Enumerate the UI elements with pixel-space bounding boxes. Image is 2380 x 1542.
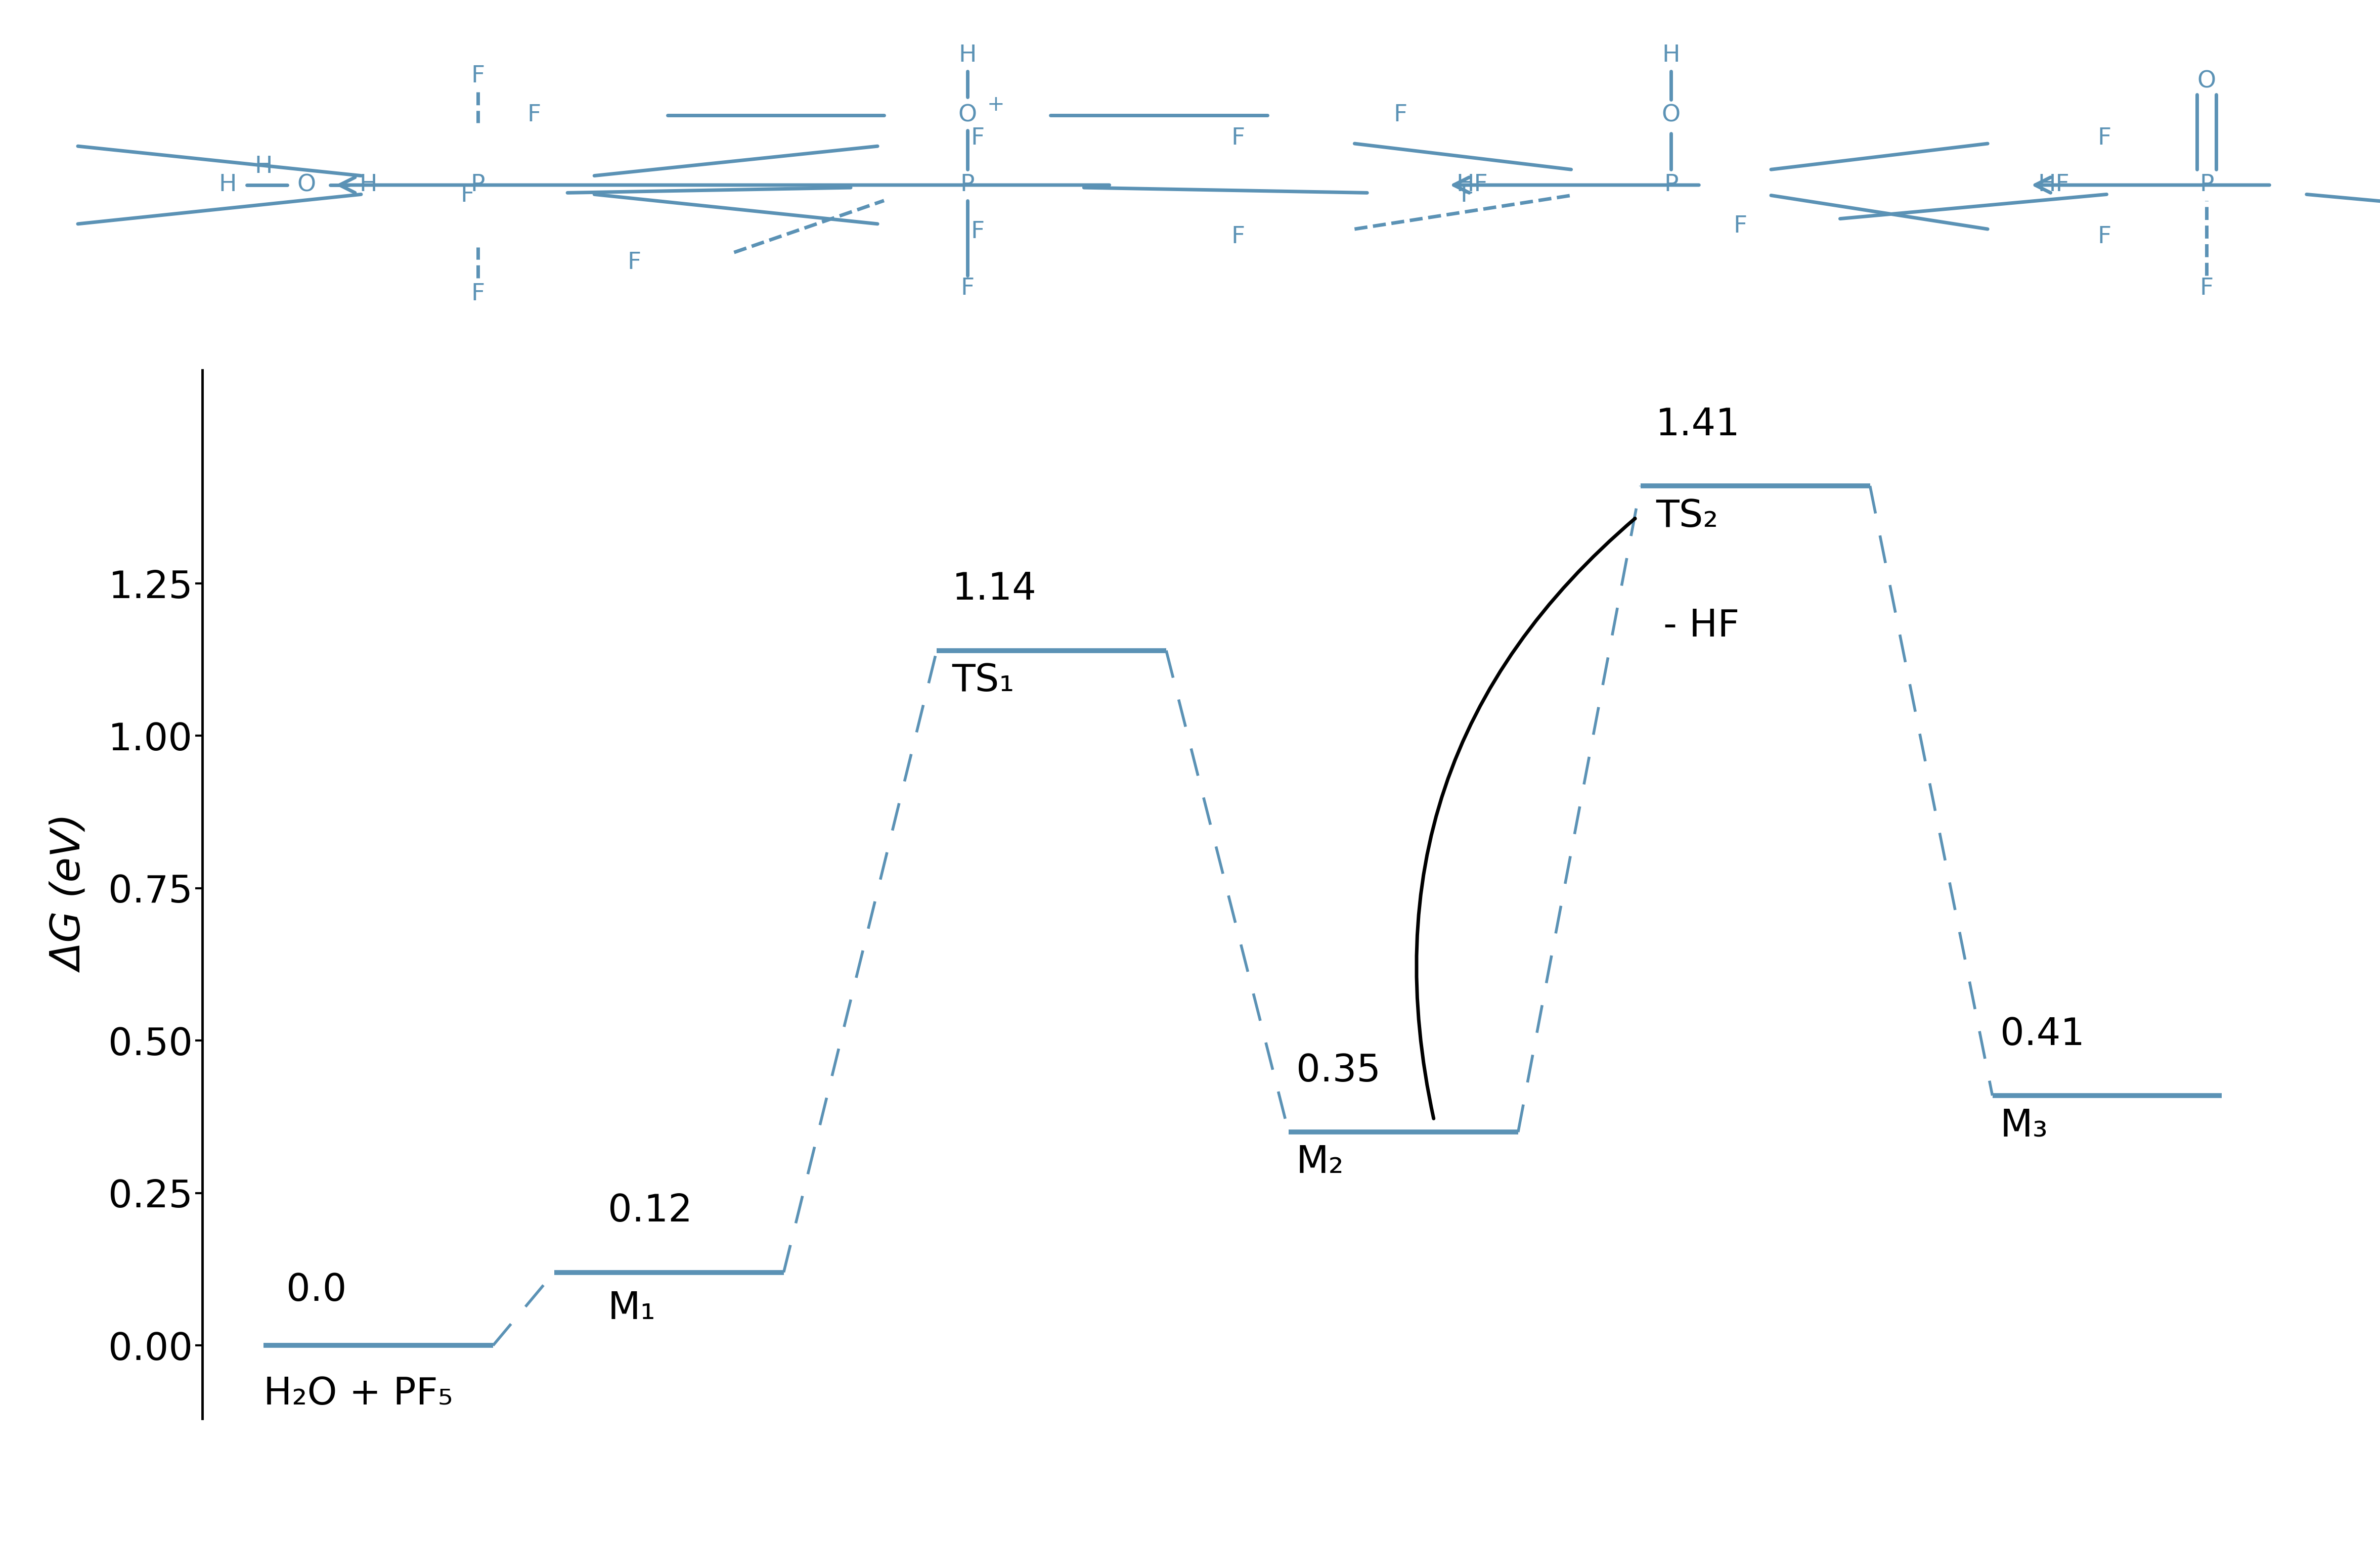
Text: P: P <box>471 174 486 196</box>
Text: F: F <box>971 126 985 150</box>
Text: F: F <box>1230 126 1245 150</box>
Text: F: F <box>2097 225 2111 248</box>
Text: H: H <box>1661 45 1680 66</box>
Text: F: F <box>462 183 474 207</box>
Text: HF: HF <box>1457 174 1488 196</box>
Text: - HF: - HF <box>1664 608 1740 645</box>
Text: F: F <box>962 278 973 301</box>
Text: F: F <box>471 65 486 88</box>
Text: H₂O + PF₅: H₂O + PF₅ <box>264 1375 452 1412</box>
FancyArrowPatch shape <box>1416 518 1635 1118</box>
Text: O: O <box>2197 69 2216 93</box>
Text: 0.0: 0.0 <box>286 1272 347 1309</box>
Text: F: F <box>971 221 985 244</box>
Text: +: + <box>988 94 1004 116</box>
Text: P: P <box>959 174 973 196</box>
Text: F: F <box>1230 225 1245 248</box>
Text: TS₂: TS₂ <box>1656 498 1718 535</box>
Text: H: H <box>959 45 976 66</box>
Y-axis label: ΔG (eV): ΔG (eV) <box>52 816 90 973</box>
Text: 1.14: 1.14 <box>952 571 1035 608</box>
Text: 0.41: 0.41 <box>1999 1016 2085 1053</box>
Text: M₂: M₂ <box>1297 1144 1345 1181</box>
Text: O: O <box>957 103 976 126</box>
Text: M₁: M₁ <box>607 1291 657 1328</box>
Text: F: F <box>628 251 640 274</box>
Text: F: F <box>528 103 540 126</box>
Text: F: F <box>2097 126 2111 150</box>
Text: O: O <box>298 174 317 196</box>
Text: P: P <box>1664 174 1678 196</box>
Text: F: F <box>2199 278 2213 301</box>
Text: P: P <box>2199 174 2213 196</box>
Text: HF: HF <box>2037 174 2071 196</box>
Text: M₃: M₃ <box>1999 1107 2049 1144</box>
Text: H: H <box>255 156 271 177</box>
Text: TS₁: TS₁ <box>952 663 1014 699</box>
Text: F: F <box>1733 216 1747 237</box>
Text: F: F <box>1461 183 1473 207</box>
Text: 0.35: 0.35 <box>1297 1053 1380 1090</box>
Text: H: H <box>219 174 236 196</box>
Text: F: F <box>1395 103 1407 126</box>
Text: F: F <box>471 282 486 305</box>
Text: O: O <box>1661 103 1680 126</box>
Text: H: H <box>359 174 376 196</box>
Text: 1.41: 1.41 <box>1656 407 1740 443</box>
Text: 0.12: 0.12 <box>607 1194 693 1229</box>
